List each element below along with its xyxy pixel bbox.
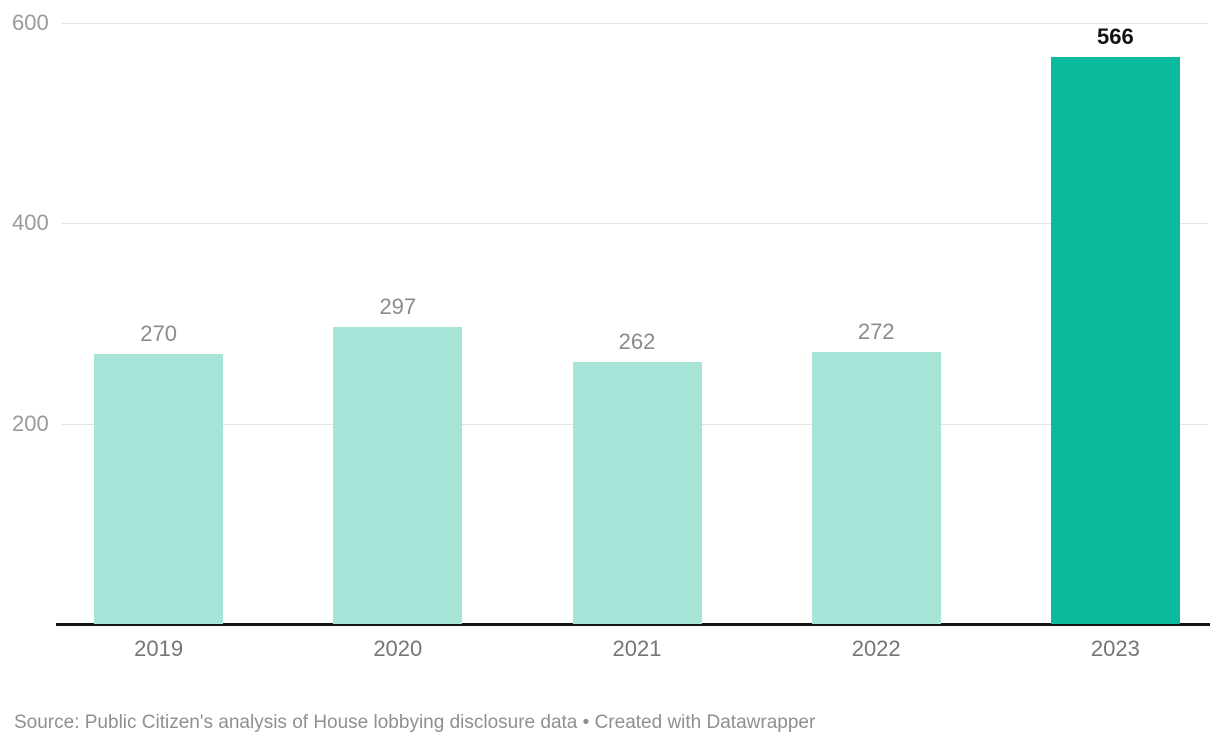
value-label-2021: 262: [618, 328, 656, 354]
gridline-400: [62, 223, 1208, 225]
x-axis-label-2023: 2023: [1090, 636, 1140, 661]
value-label-2019: 270: [140, 320, 177, 346]
x-axis-line: [56, 623, 1210, 626]
bar-2022: [811, 351, 941, 624]
plot-area: 200 400 600 270 2019 297 2020 262 2021 272 2022 566…: [12, 10, 1210, 661]
gridline-600: [62, 23, 1208, 24]
x-axis-label-2022: 2022: [851, 636, 901, 661]
bar-2020: [333, 326, 463, 624]
x-axis-label-2021: 2021: [612, 636, 662, 661]
value-label-2022: 272: [857, 318, 895, 344]
y-tick-label: 600: [12, 10, 49, 35]
value-label-2023: 566: [1097, 24, 1134, 50]
y-tick-label: 400: [12, 210, 49, 236]
value-label-2020: 297: [379, 293, 417, 319]
bar-2019: [94, 353, 224, 624]
bar-2023: [1050, 57, 1180, 624]
y-tick-label: 200: [12, 410, 49, 436]
source-note: Source: Public Citizen's analysis of Hou…: [14, 712, 816, 733]
x-axis-label-2019: 2019: [134, 636, 184, 661]
bar-2021: [572, 361, 702, 624]
x-axis-label-2020: 2020: [373, 636, 423, 661]
